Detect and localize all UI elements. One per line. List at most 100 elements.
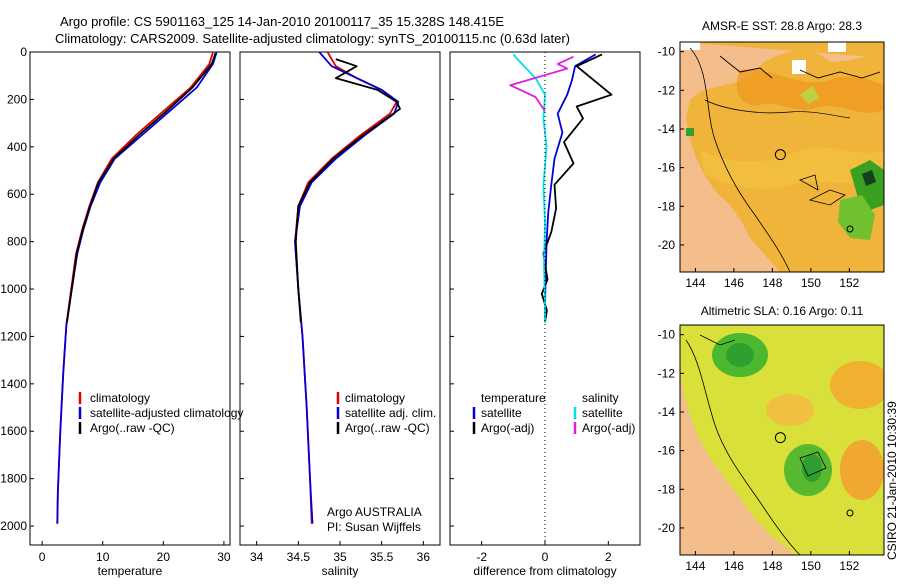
sla-map-frame [679, 324, 885, 556]
temperature-plot [56, 52, 218, 524]
sla-argo-marker [774, 432, 786, 444]
sst-contour [704, 99, 851, 119]
legend-label-climatology: climatology [345, 391, 405, 405]
sst-dark-patch [862, 170, 876, 186]
sst_map-lat-tick-label: -12 [658, 83, 676, 97]
sst-argo-marker [774, 149, 786, 161]
sst-map [680, 42, 884, 272]
sla_map-lat-tick-label: -16 [658, 444, 676, 458]
legend-label-temp-argo: Argo(-adj) [481, 421, 534, 435]
sst-coast-detail [719, 55, 773, 79]
legend-label-argo: Argo(..raw -QC) [90, 421, 175, 435]
sla_map-lon-tick-label: 144 [685, 559, 705, 573]
salinity-x-tick-label: 35 [333, 550, 347, 564]
sla_map-lat-tick-label: -20 [658, 521, 676, 535]
sla_map-lat-tick-label: -12 [658, 366, 676, 380]
salinity-x-tick-label: 34 [250, 550, 264, 564]
depth-tick-label: 800 [7, 235, 27, 249]
difference-series-temperature-satellite [544, 53, 597, 323]
depth-tick-label: 2000 [0, 519, 27, 533]
temperature-series-climatology [56, 52, 214, 524]
sla-contour [685, 339, 801, 555]
salinity-panel-frame [239, 51, 441, 546]
sst-band [700, 147, 884, 190]
sst-missing [792, 60, 806, 74]
sst-map-axes: 144 146 148 150 152 -10 -12 -14 -16 -18 -20 [658, 45, 860, 290]
depth-tick-label: 1000 [0, 282, 27, 296]
depth-tick-label: 1400 [0, 377, 27, 391]
csiro-timestamp: CSIRO 21-Jan-2010 10:30:39 [885, 401, 899, 560]
temperature-x-tick-label: 20 [157, 550, 171, 564]
sla-low-core [726, 343, 754, 367]
legend-label-argo: Argo(..raw -QC) [345, 421, 430, 435]
sst_map-lon-tick-label: 146 [724, 276, 744, 290]
sst-map-title: AMSR-E SST: 28.8 Argo: 28.3 [702, 19, 862, 33]
temperature-series-argo [66, 52, 217, 323]
salinity-plot [294, 52, 401, 524]
depth-axis: 0 200 400 600 800 1000 1200 1400 1600 1800 2000 [0, 45, 454, 533]
sst_map-lat-tick-label: -16 [658, 161, 676, 175]
sst_map-lat-tick-label: -10 [658, 45, 676, 59]
sla-map [680, 325, 884, 555]
temperature-series-satellite-adjusted-climatology [56, 52, 218, 524]
salinity-legend: climatology satellite adj. clim. Argo(..… [336, 391, 436, 435]
legend-label-satellite: satellite adj. clim. [345, 406, 436, 420]
depth-tick-label: 600 [7, 187, 27, 201]
sst_map-lat-tick-label: -18 [658, 199, 676, 213]
depth-tick-label: 1800 [0, 472, 27, 486]
depth-tick-label: 1600 [0, 424, 27, 438]
depth-tick-label: 400 [7, 140, 27, 154]
legend-label-sal-argo: Argo(-adj) [582, 421, 635, 435]
sst_map-lon-tick-label: 152 [839, 276, 859, 290]
difference-series-temperature-argo-adj- [540, 53, 613, 323]
sla_map-lon-tick-label: 150 [801, 559, 821, 573]
sst-reef [799, 174, 819, 191]
sst-patch [686, 128, 694, 136]
legend-label-temp-satellite: satellite [481, 406, 522, 420]
sla-map-title: Altimetric SLA: 0.16 Argo: 0.11 [701, 304, 864, 318]
salinity-series-satellite-adj-clim- [294, 52, 400, 524]
sla-low-core [802, 454, 822, 482]
sst-small-marker [846, 225, 854, 233]
legend-label-sal-satellite: satellite [582, 406, 623, 420]
difference-x-tick-label: 2 [605, 550, 612, 564]
temperature-x-tick-label: 0 [39, 550, 46, 564]
x-axes: 0 10 20 30 34 34.5 35 35.5 36 -2 0 2 [39, 541, 612, 564]
difference-series-salinity-satellite [512, 53, 548, 323]
depth-tick-label: 200 [7, 92, 27, 106]
sst-map-frame [679, 41, 885, 273]
depth-tick-label: 1200 [0, 329, 27, 343]
temperature-panel-frame [29, 51, 231, 546]
sst-coast-detail [799, 69, 881, 79]
sla-small-marker [846, 509, 854, 517]
sst-patch [800, 86, 820, 104]
salinity-series-argo [294, 58, 401, 323]
sst_map-lon-tick-label: 144 [685, 276, 705, 290]
salinity-xlabel: salinity [322, 564, 359, 578]
sla_map-lat-tick-label: -18 [658, 482, 676, 496]
sla-high-patch [830, 361, 884, 409]
sla_map-lon-tick-label: 152 [839, 559, 859, 573]
sla-high-patch [840, 440, 884, 500]
sst-reef [808, 189, 846, 206]
sla-high-patch [766, 394, 814, 426]
sst_map-lon-tick-label: 150 [801, 276, 821, 290]
sla-map-axes: 144 146 148 150 152 -10 -12 -14 -16 -18 -20 [658, 328, 860, 573]
legend-header-temperature: temperature [481, 391, 546, 405]
difference-x-tick-label: -2 [476, 550, 487, 564]
argo-pi-label: PI: Susan Wijffels [327, 520, 421, 534]
temperature-xlabel: temperature [98, 564, 163, 578]
temperature-legend: climatology satellite-adjusted climatolo… [78, 391, 243, 435]
sst-missing [680, 42, 700, 50]
sla-reef [799, 451, 827, 477]
sst_map-lon-tick-label: 148 [762, 276, 782, 290]
legend-header-salinity: salinity [582, 391, 619, 405]
sst-contour [689, 47, 791, 272]
title-line2: Climatology: CARS2009. Satellite-adjuste… [55, 31, 570, 46]
legend-label-satellite: satellite-adjusted climatology [90, 406, 243, 420]
difference-xlabel: difference from climatology [473, 564, 616, 578]
temperature-x-tick-label: 10 [96, 550, 110, 564]
difference-series-salinity-argo-adj- [509, 55, 574, 112]
sla_map-lon-tick-label: 146 [724, 559, 744, 573]
